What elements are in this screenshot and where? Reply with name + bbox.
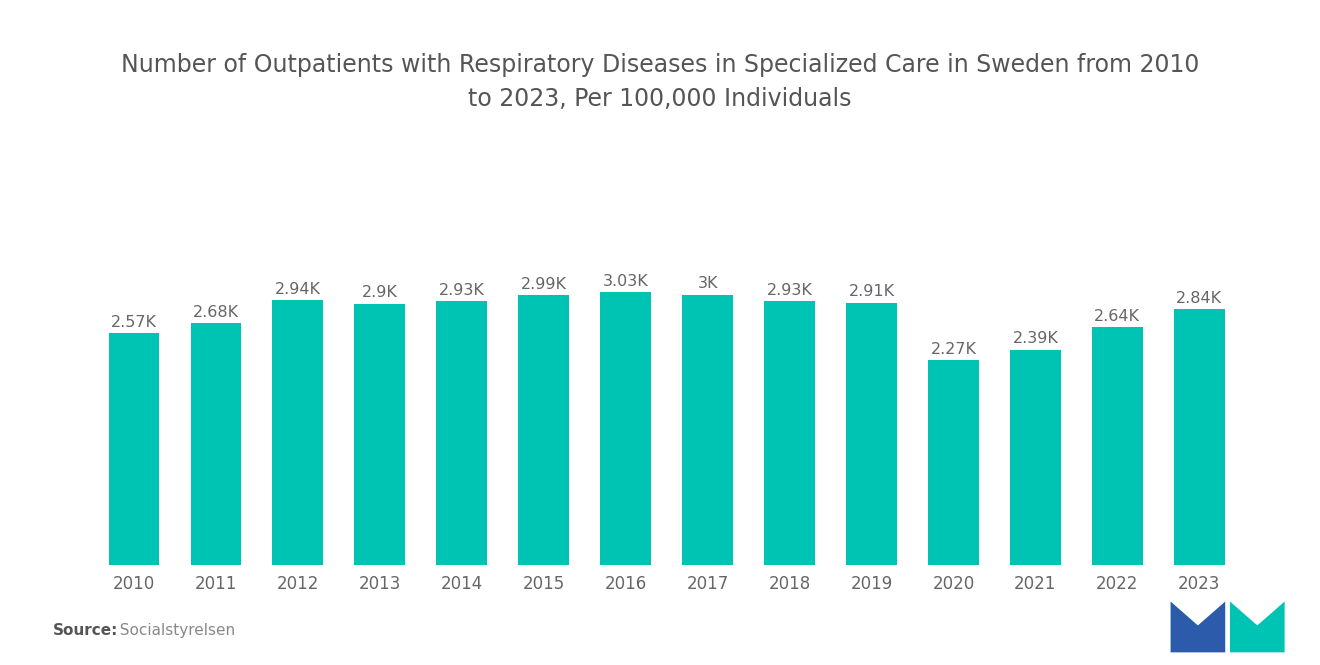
Polygon shape [1171,601,1225,652]
Text: Number of Outpatients with Respiratory Diseases in Specialized Care in Sweden fr: Number of Outpatients with Respiratory D… [121,53,1199,110]
Text: 2.9K: 2.9K [362,285,397,301]
Text: Source:: Source: [53,623,119,638]
Bar [437,301,487,565]
Bar [846,303,896,565]
Text: 2.68K: 2.68K [193,305,239,321]
Bar [190,323,242,565]
Bar [1173,309,1225,565]
Polygon shape [1230,601,1284,652]
Bar [928,360,979,565]
Bar [682,295,733,565]
Text: Socialstyrelsen: Socialstyrelsen [110,623,235,638]
Bar [354,303,405,565]
Bar [108,333,160,565]
Bar [272,300,323,565]
Bar [519,295,569,565]
Text: 2.57K: 2.57K [111,315,157,330]
Text: 2.93K: 2.93K [767,283,812,298]
Bar [764,301,814,565]
Text: 2.93K: 2.93K [438,283,484,298]
Text: 2.27K: 2.27K [931,342,977,357]
Bar [1010,350,1061,565]
Text: 2.64K: 2.64K [1094,309,1140,324]
Text: 2.94K: 2.94K [275,282,321,297]
Text: 2.39K: 2.39K [1012,331,1059,346]
Text: 3K: 3K [697,277,718,291]
Text: 2.99K: 2.99K [520,277,566,292]
Bar [1092,327,1143,565]
Text: 3.03K: 3.03K [603,273,648,289]
Text: 2.84K: 2.84K [1176,291,1222,306]
Bar [601,292,651,565]
Text: 2.91K: 2.91K [849,285,895,299]
